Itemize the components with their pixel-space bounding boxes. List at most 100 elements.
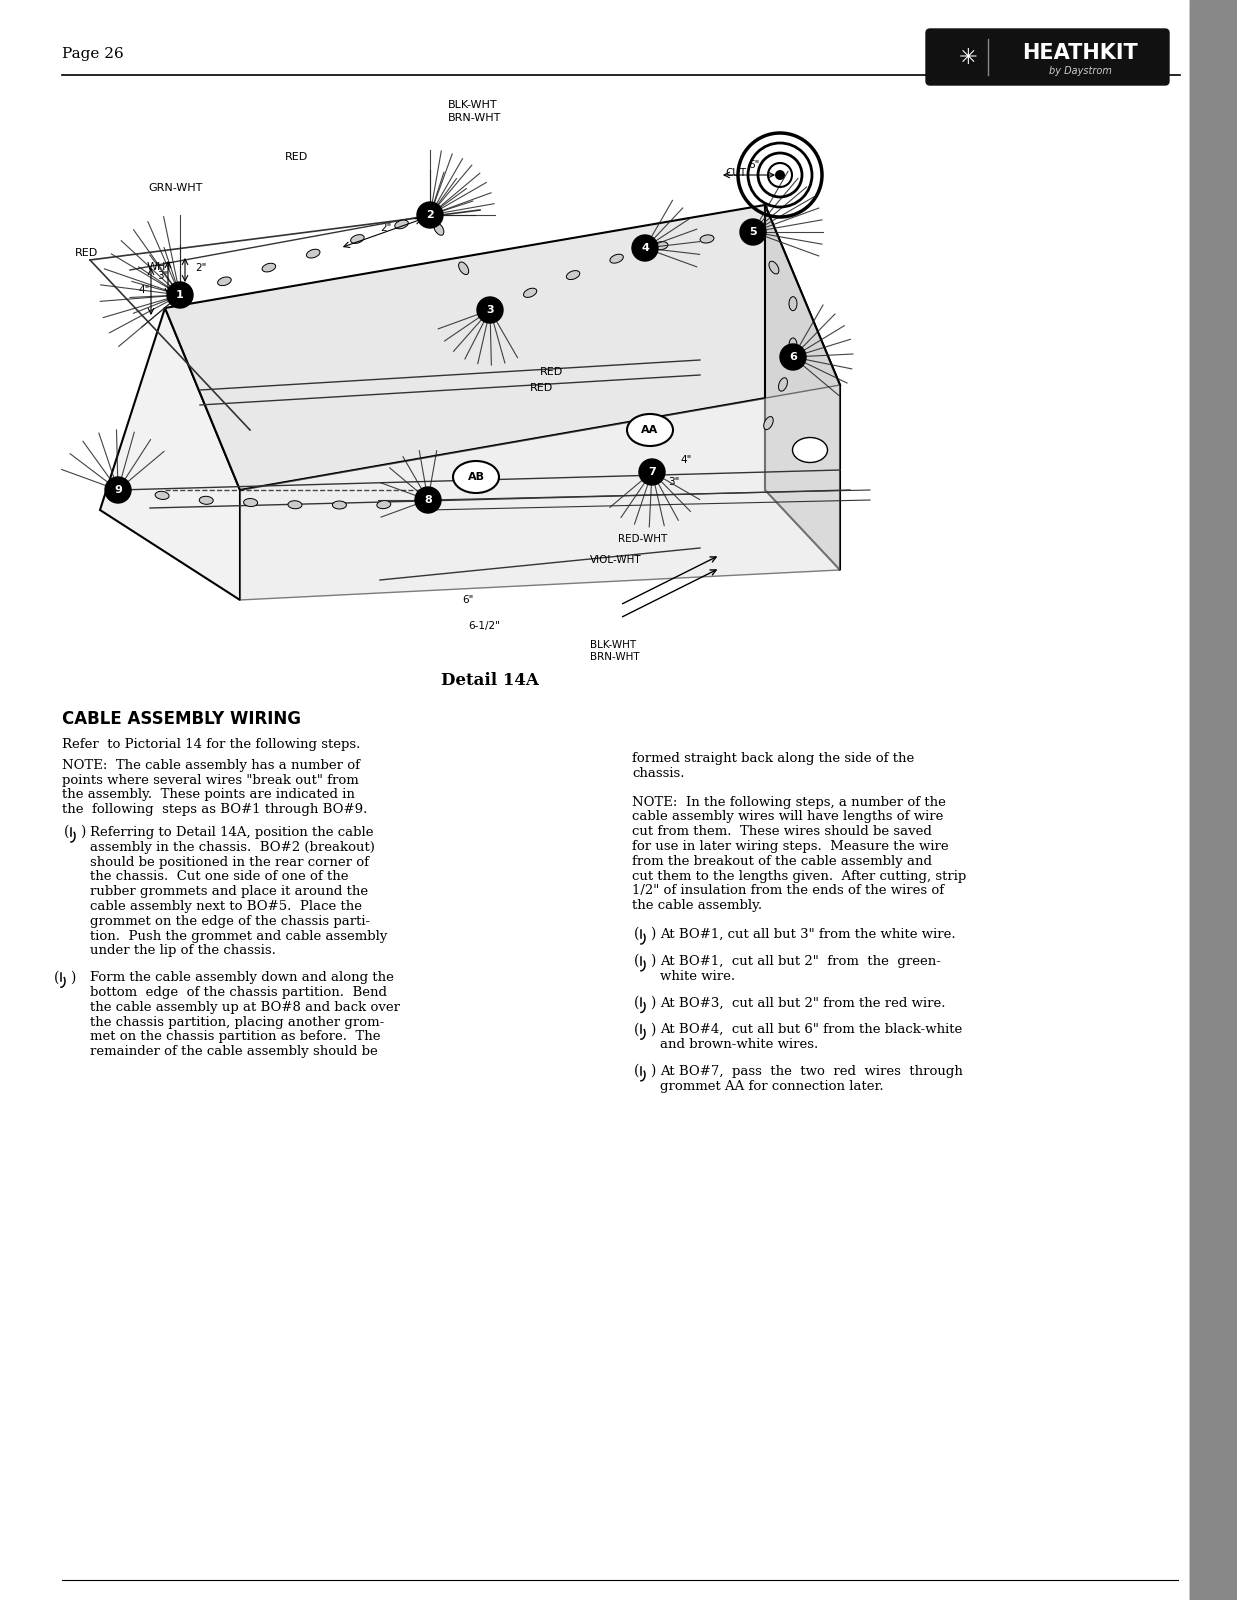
- Bar: [1197, 0, 1200, 1600]
- Text: NOTE:  In the following steps, a number of the: NOTE: In the following steps, a number o…: [632, 795, 946, 808]
- Text: RED-WHT: RED-WHT: [618, 534, 667, 544]
- Text: At BO#1, cut all but 3" from the white wire.: At BO#1, cut all but 3" from the white w…: [661, 928, 956, 941]
- Bar: [1233, 0, 1235, 1600]
- Bar: [1191, 0, 1192, 1600]
- Text: remainder of the cable assembly should be: remainder of the cable assembly should b…: [90, 1045, 377, 1058]
- Text: ✳: ✳: [959, 48, 977, 67]
- Bar: [1190, 0, 1192, 1600]
- Ellipse shape: [459, 262, 469, 275]
- Bar: [1210, 0, 1212, 1600]
- Bar: [1231, 0, 1233, 1600]
- FancyBboxPatch shape: [927, 29, 1169, 85]
- Text: RED: RED: [285, 152, 308, 162]
- Circle shape: [167, 282, 193, 307]
- Text: 6": 6": [461, 595, 474, 605]
- Ellipse shape: [377, 501, 391, 509]
- Bar: [1226, 0, 1228, 1600]
- Text: grommet AA for connection later.: grommet AA for connection later.: [661, 1080, 883, 1093]
- Text: 2": 2": [195, 262, 207, 274]
- Bar: [1213, 0, 1215, 1600]
- Text: 8: 8: [424, 494, 432, 506]
- Text: RED: RED: [541, 366, 563, 378]
- Text: ): ): [80, 826, 85, 838]
- Text: 3": 3": [668, 477, 679, 486]
- Bar: [1235, 0, 1236, 1600]
- Text: Detail 14A: Detail 14A: [442, 672, 539, 690]
- Circle shape: [776, 170, 785, 179]
- Text: 3": 3": [157, 270, 168, 282]
- Bar: [1222, 0, 1223, 1600]
- Text: cable assembly next to BO#5.  Place the: cable assembly next to BO#5. Place the: [90, 899, 362, 914]
- Text: Refer  to Pictorial 14 for the following steps.: Refer to Pictorial 14 for the following …: [62, 738, 360, 750]
- Ellipse shape: [610, 254, 623, 262]
- Bar: [1194, 0, 1196, 1600]
- Bar: [1211, 0, 1213, 1600]
- Bar: [1209, 0, 1210, 1600]
- Text: 4": 4": [139, 285, 150, 294]
- Text: cable assembly wires will have lengths of wire: cable assembly wires will have lengths o…: [632, 810, 944, 824]
- Bar: [1195, 0, 1197, 1600]
- Text: 5: 5: [750, 227, 757, 237]
- Text: 9: 9: [114, 485, 122, 494]
- Text: CABLE ASSEMBLY WIRING: CABLE ASSEMBLY WIRING: [62, 710, 301, 728]
- Text: 6": 6": [748, 160, 760, 170]
- Text: (: (: [635, 1064, 640, 1078]
- Circle shape: [781, 344, 807, 370]
- Text: 7: 7: [648, 467, 656, 477]
- Ellipse shape: [199, 496, 213, 504]
- Ellipse shape: [434, 222, 444, 235]
- Text: met on the chassis partition as before.  The: met on the chassis partition as before. …: [90, 1030, 381, 1043]
- Text: 4": 4": [680, 454, 691, 466]
- Bar: [1207, 0, 1209, 1600]
- Bar: [1197, 0, 1199, 1600]
- Ellipse shape: [484, 301, 494, 314]
- Text: At BO#3,  cut all but 2" from the red wire.: At BO#3, cut all but 2" from the red wir…: [661, 997, 945, 1010]
- Ellipse shape: [218, 277, 231, 286]
- Bar: [1230, 0, 1232, 1600]
- Text: NOTE:  The cable assembly has a number of: NOTE: The cable assembly has a number of: [62, 758, 360, 771]
- Bar: [1228, 0, 1230, 1600]
- Text: Referring to Detail 14A, position the cable: Referring to Detail 14A, position the ca…: [90, 826, 374, 838]
- Text: from the breakout of the cable assembly and: from the breakout of the cable assembly …: [632, 854, 931, 867]
- Polygon shape: [934, 37, 957, 77]
- Ellipse shape: [654, 242, 668, 250]
- Text: RED: RED: [529, 382, 553, 394]
- Text: HEATHKIT: HEATHKIT: [1022, 43, 1138, 62]
- Circle shape: [640, 459, 666, 485]
- Bar: [1212, 0, 1213, 1600]
- Ellipse shape: [350, 235, 364, 243]
- Ellipse shape: [453, 461, 499, 493]
- Bar: [1217, 0, 1218, 1600]
- Text: 1: 1: [176, 290, 184, 301]
- Text: ): ): [71, 970, 75, 984]
- Text: BRN-WHT: BRN-WHT: [448, 114, 501, 123]
- Bar: [1221, 0, 1223, 1600]
- Text: bottom  edge  of the chassis partition.  Bend: bottom edge of the chassis partition. Be…: [90, 986, 387, 998]
- Ellipse shape: [155, 491, 169, 499]
- Text: ): ): [649, 995, 656, 1010]
- Bar: [1200, 0, 1202, 1600]
- Bar: [1218, 0, 1221, 1600]
- Ellipse shape: [700, 235, 714, 243]
- Text: the assembly.  These points are indicated in: the assembly. These points are indicated…: [62, 789, 355, 802]
- Text: chassis.: chassis.: [632, 766, 684, 779]
- Ellipse shape: [307, 250, 320, 258]
- Text: CUT: CUT: [725, 168, 746, 178]
- Text: for use in later wiring steps.  Measure the wire: for use in later wiring steps. Measure t…: [632, 840, 949, 853]
- Circle shape: [417, 202, 443, 227]
- Text: 1/2" of insulation from the ends of the wires of: 1/2" of insulation from the ends of the …: [632, 885, 944, 898]
- Bar: [1201, 0, 1204, 1600]
- Ellipse shape: [789, 338, 797, 352]
- Bar: [1190, 0, 1237, 1600]
- Text: the  following  steps as BO#1 through BO#9.: the following steps as BO#1 through BO#9…: [62, 803, 367, 816]
- Text: 6: 6: [789, 352, 797, 362]
- Bar: [1199, 0, 1201, 1600]
- Bar: [1218, 0, 1220, 1600]
- Polygon shape: [100, 307, 240, 600]
- Ellipse shape: [763, 416, 773, 429]
- Text: the chassis.  Cut one side of one of the: the chassis. Cut one side of one of the: [90, 870, 349, 883]
- Circle shape: [740, 219, 766, 245]
- Ellipse shape: [627, 414, 673, 446]
- Text: 2": 2": [380, 222, 391, 234]
- Text: assembly in the chassis.  BO#2 (breakout): assembly in the chassis. BO#2 (breakout): [90, 840, 375, 854]
